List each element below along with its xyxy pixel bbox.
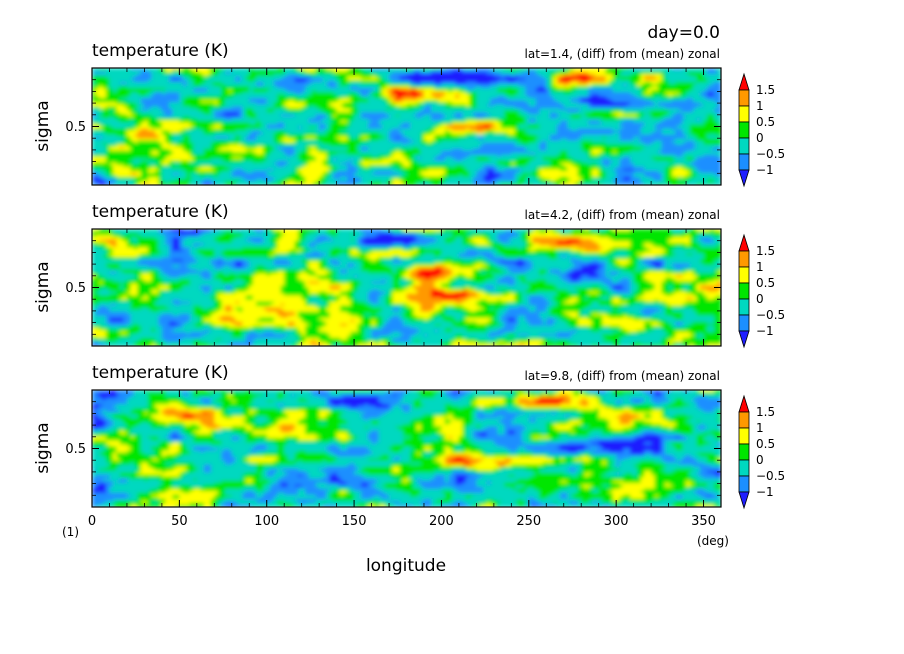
x-tick-label: 350 bbox=[691, 514, 716, 529]
x-unit: (deg) bbox=[697, 534, 729, 548]
colorbar-label: 0.5 bbox=[756, 115, 775, 129]
x-tick-label: 150 bbox=[342, 514, 367, 529]
x-tick-label: 0 bbox=[88, 514, 96, 529]
colorbar-label: −0.5 bbox=[756, 147, 785, 161]
colorbar-segment bbox=[738, 459, 750, 477]
colorbar-segment bbox=[738, 411, 750, 429]
x-tick-label: 200 bbox=[429, 514, 454, 529]
panel-3-subtitle: lat=9.8, (diff) from (mean) zonal bbox=[525, 369, 720, 383]
panel-3-field bbox=[92, 390, 721, 507]
colorbar-label: 0 bbox=[756, 453, 764, 467]
panel-1-subtitle: lat=1.4, (diff) from (mean) zonal bbox=[525, 47, 720, 61]
panel-3-ylabel: sigma bbox=[33, 422, 53, 473]
colorbar-label: −1 bbox=[756, 485, 774, 499]
colorbar-bottom-arrow bbox=[738, 491, 750, 510]
colorbar-segment bbox=[738, 282, 750, 300]
colorbar-label: −1 bbox=[756, 163, 774, 177]
panel-3: temperature (K) lat=9.8, (diff) from (me… bbox=[33, 363, 785, 529]
colorbar-bottom-arrow bbox=[738, 169, 750, 188]
colorbar-segment bbox=[738, 105, 750, 123]
panel-1-colorbar: 1.5 1 0.5 0 −0.5 −1 bbox=[738, 72, 785, 188]
x-tick-label: 100 bbox=[254, 514, 279, 529]
panel-2-ticks bbox=[91, 229, 721, 347]
colorbar-label: 1 bbox=[756, 260, 764, 274]
panel-1-field bbox=[92, 68, 721, 185]
colorbar-segment bbox=[738, 298, 750, 316]
x-tick-label: 250 bbox=[516, 514, 541, 529]
colorbar-label: 0.5 bbox=[756, 437, 775, 451]
panel-1-ticks bbox=[91, 68, 721, 186]
colorbar-label: −1 bbox=[756, 324, 774, 338]
panel-3-colorbar: 1.5 1 0.5 0 −0.5 −1 bbox=[738, 394, 785, 510]
panel-2-title: temperature (K) bbox=[92, 202, 229, 222]
x-tick-labels: 0 50 100 150 200 250 300 350 bbox=[88, 514, 716, 529]
x-axis-label: longitude bbox=[366, 556, 446, 576]
x-tick-label: 50 bbox=[171, 514, 188, 529]
panel-1-ytick-label: 0.5 bbox=[65, 120, 86, 135]
x-tick-label: 300 bbox=[604, 514, 629, 529]
panel-2-subtitle: lat=4.2, (diff) from (mean) zonal bbox=[525, 208, 720, 222]
panel-1: temperature (K) lat=1.4, (diff) from (me… bbox=[33, 41, 785, 188]
panel-2: temperature (K) lat=4.2, (diff) from (me… bbox=[33, 202, 785, 349]
panel-3-title: temperature (K) bbox=[92, 363, 229, 383]
colorbar-segment bbox=[738, 121, 750, 139]
colorbar-top-arrow bbox=[738, 72, 750, 91]
panel-2-colorbar: 1.5 1 0.5 0 −0.5 −1 bbox=[738, 233, 785, 349]
colorbar-top-arrow bbox=[738, 394, 750, 413]
colorbar-label: 1 bbox=[756, 99, 764, 113]
colorbar-segment bbox=[738, 427, 750, 445]
colorbar-label: 1.5 bbox=[756, 405, 775, 419]
colorbar-label: −0.5 bbox=[756, 469, 785, 483]
colorbar-label: 1 bbox=[756, 421, 764, 435]
colorbar-segment bbox=[738, 137, 750, 155]
panel-1-ylabel: sigma bbox=[33, 100, 53, 151]
colorbar-segment bbox=[738, 153, 750, 171]
colorbar-segment bbox=[738, 475, 750, 493]
colorbar-segment bbox=[738, 89, 750, 107]
panel-index: (1) bbox=[62, 525, 79, 539]
colorbar-label: 0 bbox=[756, 131, 764, 145]
panel-2-ylabel: sigma bbox=[33, 261, 53, 312]
colorbar-segment bbox=[738, 266, 750, 284]
colorbar-label: 0 bbox=[756, 292, 764, 306]
colorbar-top-arrow bbox=[738, 233, 750, 252]
colorbar-label: 0.5 bbox=[756, 276, 775, 290]
colorbar-label: 1.5 bbox=[756, 244, 775, 258]
panel-1-title: temperature (K) bbox=[92, 41, 229, 61]
colorbar-bottom-arrow bbox=[738, 330, 750, 349]
panel-2-field bbox=[92, 229, 721, 346]
day-label: day=0.0 bbox=[647, 23, 720, 43]
colorbar-segment bbox=[738, 314, 750, 332]
panel-2-ytick-label: 0.5 bbox=[65, 281, 86, 296]
colorbar-label: −0.5 bbox=[756, 308, 785, 322]
panel-3-ytick-label: 0.5 bbox=[65, 442, 86, 457]
colorbar-segment bbox=[738, 443, 750, 461]
panel-3-ticks bbox=[91, 390, 721, 508]
colorbar-segment bbox=[738, 250, 750, 268]
colorbar-label: 1.5 bbox=[756, 83, 775, 97]
